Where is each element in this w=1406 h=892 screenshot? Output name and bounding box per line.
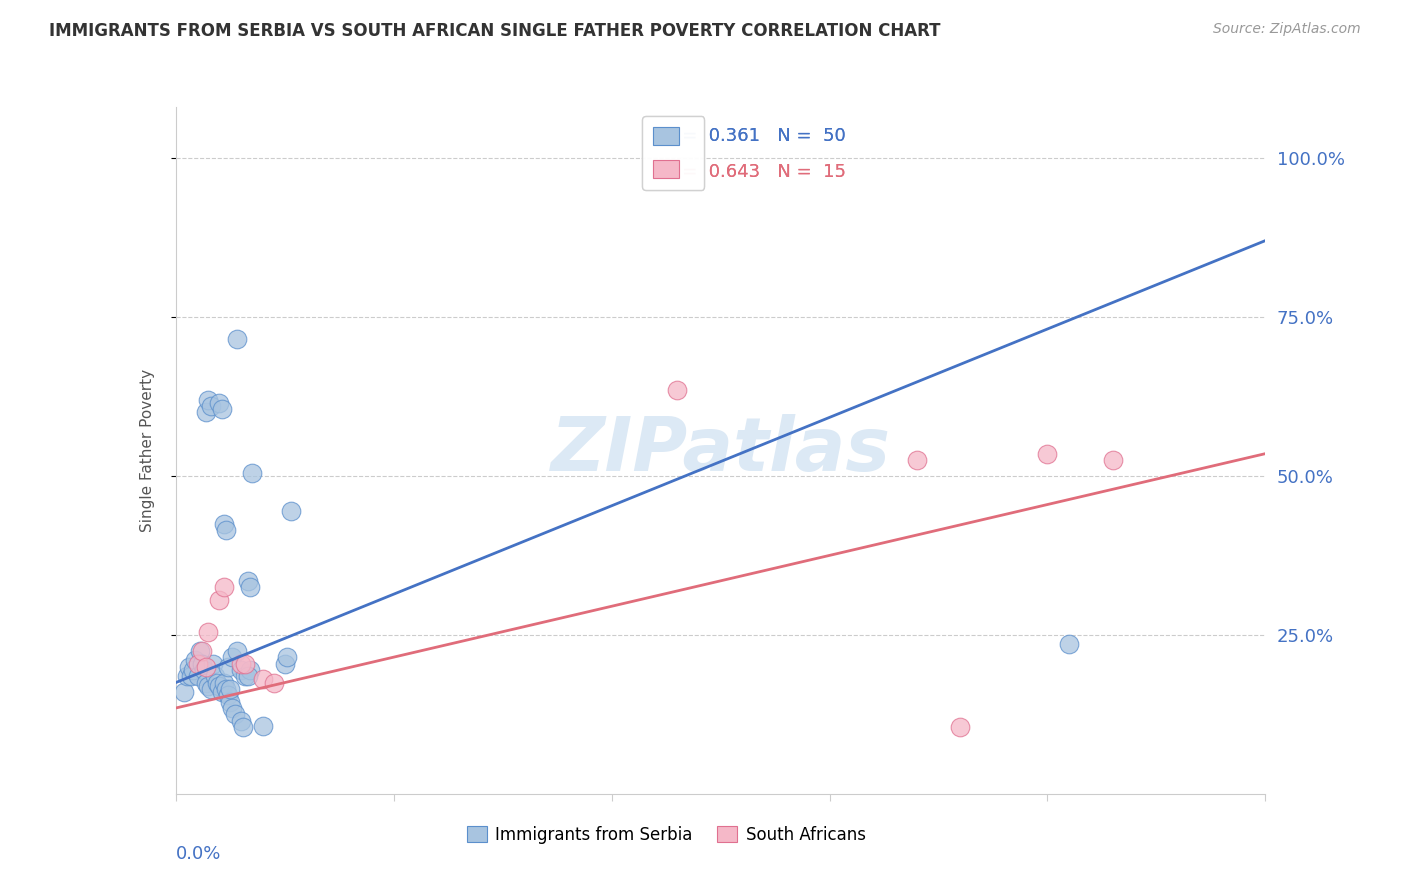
Point xyxy=(197,679,219,693)
Point xyxy=(236,669,259,683)
Point xyxy=(200,399,222,413)
Point xyxy=(221,701,243,715)
Point xyxy=(181,663,204,677)
Point xyxy=(191,644,214,658)
Point xyxy=(666,383,689,397)
Point xyxy=(208,396,231,410)
Point xyxy=(217,659,239,673)
Point xyxy=(905,453,928,467)
Point xyxy=(204,669,226,683)
Point xyxy=(191,657,214,671)
Point xyxy=(193,663,215,677)
Legend:  ,  : , xyxy=(643,116,704,190)
Point xyxy=(219,681,242,696)
Point xyxy=(197,392,219,407)
Point xyxy=(211,685,233,699)
Point xyxy=(195,405,218,419)
Point xyxy=(173,685,195,699)
Text: ZIPatlas: ZIPatlas xyxy=(551,414,890,487)
Point xyxy=(186,669,209,683)
Point xyxy=(219,695,242,709)
Point xyxy=(188,644,211,658)
Point xyxy=(1036,447,1059,461)
Point xyxy=(949,720,972,734)
Point xyxy=(239,580,262,594)
Point xyxy=(201,657,224,671)
Point xyxy=(240,466,263,480)
Point xyxy=(176,669,198,683)
Point xyxy=(231,714,253,728)
Point xyxy=(177,659,200,673)
Point xyxy=(195,659,218,673)
Point xyxy=(232,720,254,734)
Text: Source: ZipAtlas.com: Source: ZipAtlas.com xyxy=(1213,22,1361,37)
Point xyxy=(252,673,274,687)
Point xyxy=(212,580,235,594)
Point xyxy=(215,523,238,537)
Point xyxy=(280,504,302,518)
Text: R =  0.361   N =  50: R = 0.361 N = 50 xyxy=(664,127,845,145)
Point xyxy=(212,516,235,531)
Point xyxy=(263,675,285,690)
Point xyxy=(252,719,274,733)
Point xyxy=(217,688,239,702)
Text: R =  0.361   N =  50: R = 0.361 N = 50 xyxy=(664,127,845,145)
Y-axis label: Single Father Poverty: Single Father Poverty xyxy=(141,369,155,532)
Point xyxy=(231,663,253,677)
Point xyxy=(225,644,247,658)
Point xyxy=(184,653,207,667)
Point xyxy=(211,402,233,417)
Legend: Immigrants from Serbia, South Africans: Immigrants from Serbia, South Africans xyxy=(460,820,872,851)
Point xyxy=(197,624,219,639)
Point xyxy=(225,332,247,346)
Point xyxy=(208,679,231,693)
Point xyxy=(235,657,257,671)
Text: R =  0.643   N =  15: R = 0.643 N = 15 xyxy=(664,163,846,181)
Text: 0.0%: 0.0% xyxy=(176,846,221,863)
Point xyxy=(231,657,253,671)
Point xyxy=(1102,453,1125,467)
Point xyxy=(221,650,243,665)
Point xyxy=(1057,637,1080,651)
Text: R =  0.643   N =  15: R = 0.643 N = 15 xyxy=(664,163,846,181)
Point xyxy=(212,675,235,690)
Point xyxy=(205,675,228,690)
Point xyxy=(195,675,218,690)
Point xyxy=(236,574,259,588)
Point xyxy=(235,669,257,683)
Point xyxy=(200,681,222,696)
Text: IMMIGRANTS FROM SERBIA VS SOUTH AFRICAN SINGLE FATHER POVERTY CORRELATION CHART: IMMIGRANTS FROM SERBIA VS SOUTH AFRICAN … xyxy=(49,22,941,40)
Point xyxy=(274,657,297,671)
Point xyxy=(215,681,238,696)
Point xyxy=(208,593,231,607)
Point xyxy=(224,707,246,722)
Point xyxy=(180,669,202,683)
Point xyxy=(239,663,262,677)
Point xyxy=(276,650,298,665)
Point xyxy=(186,657,209,671)
